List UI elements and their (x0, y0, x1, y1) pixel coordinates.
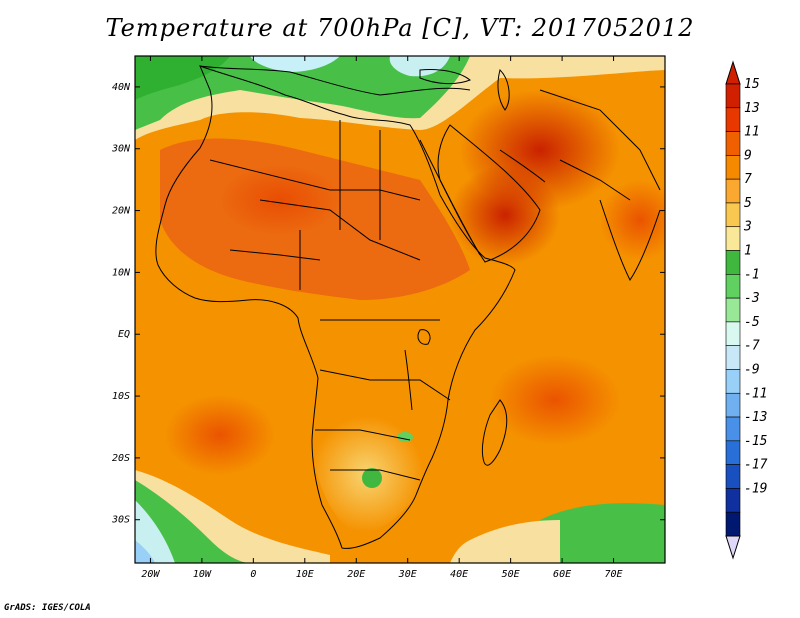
lon-tick-label: 10E (296, 569, 314, 580)
lon-tick-label: 40E (450, 569, 468, 580)
colorbar-segment (725, 274, 741, 299)
colorbar-segment (725, 511, 741, 537)
colorbar-segment (725, 488, 741, 513)
temperature-field (135, 56, 665, 563)
colorbar-label: 1 (744, 244, 752, 259)
madagascar (481, 399, 508, 466)
colorbar-segment (725, 226, 741, 251)
colorbar-segment (725, 416, 741, 442)
colorbar-label: -1 (744, 267, 760, 282)
coastlines (155, 65, 661, 549)
lon-tick-label: 20E (347, 569, 365, 580)
lat-tick-label: 30S (111, 515, 130, 526)
lake-victoria (417, 329, 431, 345)
field-indian-ocean-warm (490, 355, 620, 445)
map-title: Temperature at 700hPa [C], VT: 201705201… (105, 14, 695, 42)
colorbar-top-arrow (725, 60, 741, 85)
colorbar-bottom-arrow (725, 535, 741, 560)
colorbar-segment (725, 131, 741, 156)
field-cyan-north (250, 56, 340, 72)
colorbar-label: -13 (744, 410, 767, 425)
colorbar-segment (725, 440, 741, 465)
lat-tick-label: 20S (112, 453, 130, 464)
lon-axis: 20W 10W 0 10E 20E 30E 40E 50E 60E 70E (141, 56, 623, 580)
colorbar-label: -19 (744, 481, 767, 496)
europe-coast (199, 65, 471, 96)
colorbar-label: 11 (744, 125, 760, 140)
colorbar-label: -17 (744, 458, 768, 473)
field-blue-sw (135, 540, 155, 563)
colorbar-segment (725, 83, 741, 109)
colorbar-label: 3 (743, 220, 752, 235)
colorbar-label: -5 (744, 315, 760, 330)
colorbar-segment (725, 321, 741, 346)
persian-gulf (499, 149, 546, 183)
field-cyan-sw (135, 500, 175, 563)
colorbar-segment (725, 178, 741, 204)
colorbar-segment (725, 392, 741, 418)
lat-tick-label: 20N (112, 206, 131, 217)
colorbar-label: 7 (744, 172, 752, 187)
colorbar: 15 13 11 9 7 5 3 1 -1 -3 -5 -7 -9 -11 -13 -15 -17 -19 (725, 60, 768, 560)
lon-tick-label: 30E (398, 569, 417, 580)
field-mild-se (450, 520, 560, 563)
field-sahel-hot (220, 165, 340, 235)
colorbar-label: -11 (744, 386, 767, 401)
arabia (437, 124, 541, 263)
field-india-hot (600, 180, 665, 260)
lat-axis: 40N 30N 20N 10N EQ 10S 20S 30S (111, 82, 665, 526)
lon-tick-label: 50E (502, 569, 520, 580)
lon-tick-label: 60E (553, 569, 571, 580)
border-12 (229, 249, 321, 261)
lon-tick-label: 0 (250, 569, 256, 580)
colorbar-segment (725, 345, 741, 370)
field-green-north (135, 56, 470, 130)
lat-tick-label: EQ (118, 329, 130, 340)
border-8 (315, 429, 411, 441)
border-2 (259, 199, 421, 261)
colorbar-segment (725, 107, 741, 132)
colorbar-label: 9 (744, 148, 752, 163)
colorbar-label: -15 (744, 434, 768, 449)
border-10 (539, 89, 661, 191)
colorbar-segment (725, 250, 741, 275)
colorbar-label: 13 (744, 101, 760, 116)
lon-tick-label: 20W (141, 569, 160, 580)
africa-coastline (155, 65, 516, 549)
lon-tick-label: 10W (193, 569, 212, 580)
colorbar-label: -9 (744, 362, 760, 377)
colorbar-label: 5 (744, 196, 752, 211)
field-cyan-ne (389, 56, 450, 77)
lat-tick-label: 40N (112, 82, 131, 93)
field-kalahari-green (362, 468, 382, 488)
colorbar-segment (725, 369, 741, 394)
black-sea (419, 69, 471, 85)
border-1 (209, 159, 421, 201)
border-11 (559, 159, 631, 201)
red-sea (419, 139, 481, 256)
colorbar-label: 15 (744, 77, 760, 92)
lat-tick-label: 10S (112, 391, 130, 402)
field-zambia-green (397, 432, 413, 442)
field-arabia-hot (450, 165, 560, 265)
colorbar-segment (725, 202, 741, 228)
colorbar-segment (725, 464, 741, 489)
caspian (497, 69, 510, 111)
lat-tick-label: 30N (111, 144, 131, 155)
lat-tick-label: 10N (112, 267, 131, 278)
border-7 (319, 369, 451, 401)
india-coast (599, 199, 661, 281)
colorbar-segment (725, 155, 741, 180)
colorbar-label: -3 (744, 291, 760, 306)
field-atlantic-warm (165, 395, 275, 475)
colorbar-segment (725, 297, 741, 323)
lon-tick-label: 70E (605, 569, 623, 580)
colorbar-label: -7 (744, 339, 760, 354)
credit-text: GrADS: IGES/COLA (4, 603, 91, 613)
plot-frame (134, 55, 666, 564)
border-9 (330, 469, 421, 481)
